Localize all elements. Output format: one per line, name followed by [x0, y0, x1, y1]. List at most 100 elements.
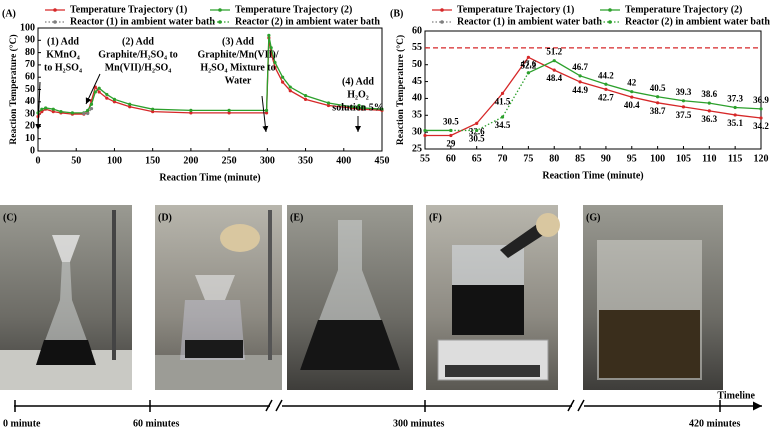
point [93, 90, 97, 94]
data-label: 46.7 [572, 62, 588, 72]
series-line [425, 56, 762, 137]
point [51, 107, 55, 111]
timeline-title: Timeline [717, 390, 755, 401]
data-label: 44.2 [598, 70, 614, 80]
point [449, 128, 453, 133]
annotation-arrow [261, 95, 269, 133]
point [681, 99, 686, 103]
data-label: 34.5 [495, 120, 511, 130]
x-tick-label: 55 [420, 153, 430, 164]
data-label: 30.5 [443, 117, 459, 127]
photo-label: (D) [158, 212, 172, 223]
point [227, 111, 231, 115]
y-axis-title: Reaction Temperature (°C) [8, 34, 19, 144]
y-tick-label: 70 [25, 59, 35, 70]
x-tick-label: 50 [71, 155, 81, 166]
series-line [450, 72, 529, 132]
point [51, 110, 55, 114]
data-label: 36.3 [701, 114, 717, 124]
x-tick-label: 300 [260, 155, 275, 166]
point [86, 108, 90, 113]
data-label: 39.3 [676, 87, 692, 97]
x-tick-label: 80 [549, 153, 559, 164]
x-tick-label: 75 [523, 153, 533, 164]
point [656, 101, 660, 105]
x-axis-title: Reaction Time (minute) [542, 170, 643, 181]
point [303, 94, 308, 98]
point [264, 111, 269, 115]
y-tick-label: 40 [412, 93, 422, 104]
data-label: 40.4 [624, 100, 640, 110]
photo [287, 205, 413, 390]
y-tick-label: 55 [412, 42, 422, 53]
x-tick-label: 400 [336, 155, 351, 166]
point [604, 82, 608, 86]
annotation: H₂SO₄ Mixture to [200, 62, 275, 73]
data-label: 35.1 [727, 118, 743, 128]
data-label: 36.9 [753, 95, 769, 105]
timeline [14, 399, 762, 412]
x-axis-title: Reaction Time (minute) [159, 172, 260, 183]
point [604, 87, 608, 91]
point [526, 55, 530, 59]
timeline-label: 0 minute [3, 418, 41, 429]
point [578, 74, 582, 78]
point [82, 111, 86, 116]
point [380, 107, 384, 111]
legend-marker [53, 8, 57, 12]
point [449, 133, 453, 138]
x-tick-label: 100 [107, 155, 122, 166]
point [552, 68, 556, 72]
point [630, 95, 634, 99]
legend-marker [218, 20, 222, 24]
point [151, 110, 155, 114]
point [112, 100, 117, 104]
series-line [425, 59, 762, 132]
point [423, 133, 427, 138]
x-tick-label: 100 [650, 153, 665, 164]
y-tick-label: 10 [25, 133, 35, 144]
point [423, 128, 427, 133]
point [288, 85, 292, 89]
point [552, 59, 556, 63]
photo-label: (E) [290, 212, 303, 223]
point [189, 111, 193, 115]
data-label: 41.5 [495, 96, 511, 106]
data-label: 42 [627, 78, 637, 88]
annotation: (1) Add [47, 36, 79, 47]
legend-marker [53, 20, 57, 24]
legend-label: Temperature Trajectory (1) [457, 4, 574, 15]
point [273, 65, 277, 69]
annotation: (4) Add [342, 76, 374, 87]
point [281, 80, 285, 84]
point [97, 90, 101, 94]
x-tick-label: 110 [702, 153, 716, 164]
point [681, 105, 686, 109]
point [759, 116, 763, 120]
point [578, 80, 582, 84]
data-label: 29 [446, 139, 456, 149]
photo [426, 205, 560, 390]
data-label: 52.2 [521, 60, 537, 70]
point [475, 121, 479, 125]
legend-label: Reactor (2) in ambient water bath [625, 16, 770, 27]
point [59, 110, 63, 114]
data-label: 44.9 [572, 85, 588, 95]
point [349, 105, 354, 109]
point [707, 101, 711, 105]
point [281, 75, 285, 79]
legend-label: Reactor (2) in ambient water bath [235, 16, 380, 27]
x-tick-label: 115 [728, 153, 742, 164]
point [89, 102, 94, 106]
data-label: 34.2 [753, 121, 769, 131]
point [759, 107, 763, 111]
y-axis-title: Reaction Temperature (°C) [395, 35, 406, 145]
x-tick-label: 350 [298, 155, 313, 166]
annotation: solution 5% [332, 102, 383, 113]
point [273, 60, 277, 65]
point [264, 108, 269, 113]
point [707, 109, 711, 113]
x-tick-label: 85 [575, 153, 585, 164]
point [44, 106, 48, 110]
point [326, 103, 331, 108]
